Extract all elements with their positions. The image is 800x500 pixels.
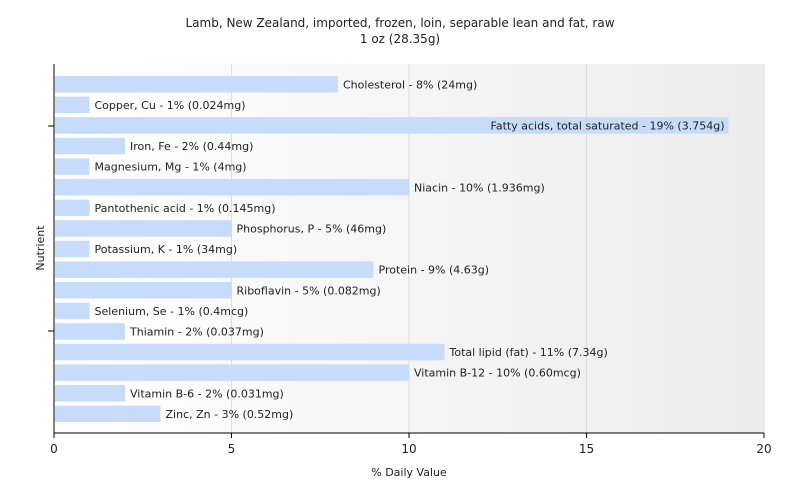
bar bbox=[55, 323, 125, 340]
bar-label: Vitamin B-6 - 2% (0.031mg) bbox=[130, 387, 284, 400]
bar bbox=[55, 158, 90, 175]
bar bbox=[55, 179, 409, 196]
bar bbox=[55, 96, 90, 114]
bar bbox=[55, 137, 125, 155]
bar-label: Copper, Cu - 1% (0.024mg) bbox=[95, 99, 246, 112]
y-axis-title: Nutrient bbox=[34, 225, 47, 271]
bar bbox=[55, 76, 338, 93]
bar bbox=[55, 385, 125, 402]
x-tick-label: 10 bbox=[401, 442, 416, 456]
x-axis-title: % Daily Value bbox=[371, 466, 447, 479]
bar-label: Protein - 9% (4.63g) bbox=[379, 264, 490, 277]
bar bbox=[55, 261, 374, 278]
bar-label: Pantothenic acid - 1% (0.145mg) bbox=[95, 202, 276, 215]
x-tick-label: 0 bbox=[50, 442, 58, 456]
x-tick-label: 20 bbox=[756, 442, 771, 456]
bar-label: Iron, Fe - 2% (0.44mg) bbox=[130, 140, 253, 153]
x-tick-label: 5 bbox=[228, 442, 236, 456]
bar-label: Riboflavin - 5% (0.082mg) bbox=[237, 284, 381, 297]
bar-label: Cholesterol - 8% (24mg) bbox=[343, 78, 477, 91]
bar-label: Zinc, Zn - 3% (0.52mg) bbox=[166, 408, 294, 421]
bar bbox=[55, 240, 90, 258]
bar bbox=[55, 199, 90, 217]
bar-label: Fatty acids, total saturated - 19% (3.75… bbox=[491, 119, 725, 132]
bar bbox=[55, 364, 409, 381]
axes: 0 5 10 15 20 bbox=[48, 64, 772, 456]
bar bbox=[55, 343, 445, 361]
bar bbox=[55, 302, 90, 320]
bar-label: Selenium, Se - 1% (0.4mcg) bbox=[95, 305, 249, 318]
bar-label: Total lipid (fat) - 11% (7.34g) bbox=[449, 346, 608, 359]
bar-label: Potassium, K - 1% (34mg) bbox=[95, 243, 238, 256]
bar bbox=[55, 405, 161, 423]
bar-label: Phosphorus, P - 5% (46mg) bbox=[237, 222, 387, 235]
chart-subtitle: 1 oz (28.35g) bbox=[359, 32, 441, 46]
chart-title: Lamb, New Zealand, imported, frozen, loi… bbox=[185, 16, 615, 30]
bar-label: Magnesium, Mg - 1% (4mg) bbox=[95, 161, 247, 174]
x-tick-label: 15 bbox=[579, 442, 594, 456]
bar bbox=[55, 220, 232, 237]
bars: Cholesterol - 8% (24mg) Copper, Cu - 1% (… bbox=[55, 76, 729, 423]
bar-label: Thiamin - 2% (0.037mg) bbox=[129, 325, 264, 338]
bar bbox=[55, 282, 232, 299]
bar-label: Vitamin B-12 - 10% (0.60mcg) bbox=[414, 367, 581, 380]
bar bbox=[55, 117, 729, 134]
bar-label: Niacin - 10% (1.936mg) bbox=[414, 181, 545, 194]
